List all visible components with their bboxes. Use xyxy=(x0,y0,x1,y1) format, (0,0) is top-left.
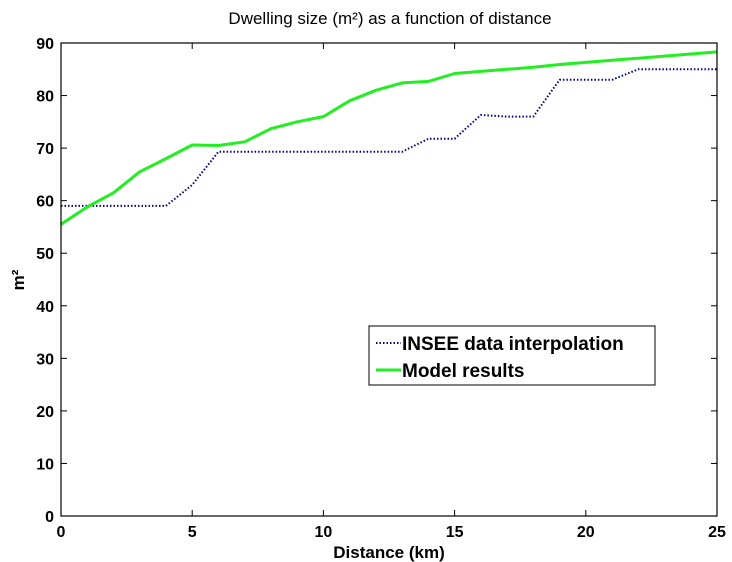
legend: INSEE data interpolation Model results xyxy=(368,325,656,386)
x-tick-label: 5 xyxy=(188,524,197,541)
x-tick-label: 0 xyxy=(57,524,66,541)
y-tick-label: 10 xyxy=(36,456,54,473)
series-lines xyxy=(60,50,718,226)
series-line-insee xyxy=(61,68,717,207)
plot-frame xyxy=(60,42,718,517)
y-tick-label: 70 xyxy=(36,141,54,158)
axis-ticks: 0 5 10 15 20 25 0 10 20 30 40 50 60 70 80 90 xyxy=(36,36,726,541)
legend-box xyxy=(368,325,656,386)
x-tick-label: 25 xyxy=(708,524,726,541)
y-tick-label: 80 xyxy=(36,89,54,106)
y-tick-label: 50 xyxy=(36,246,54,263)
y-tick-label: 40 xyxy=(36,299,54,316)
y-tick-label: 20 xyxy=(36,404,54,421)
y-tick-label: 0 xyxy=(45,509,54,526)
y-axis-label: m² xyxy=(9,269,28,290)
y-tick-label: 90 xyxy=(36,36,54,53)
x-tick-label: 15 xyxy=(446,524,464,541)
chart-title: Dwelling size (m²) as a function of dist… xyxy=(228,9,551,28)
plot-area xyxy=(61,43,717,516)
y-tick-label: 30 xyxy=(36,351,54,368)
x-tick-label: 10 xyxy=(315,524,333,541)
y-tick-label: 60 xyxy=(36,194,54,211)
legend-label-insee: INSEE data interpolation xyxy=(402,334,624,355)
series-line-model xyxy=(60,50,718,226)
x-tick-label: 20 xyxy=(577,524,595,541)
legend-label-model: Model results xyxy=(402,361,524,382)
x-axis-label: Distance (km) xyxy=(333,543,444,562)
